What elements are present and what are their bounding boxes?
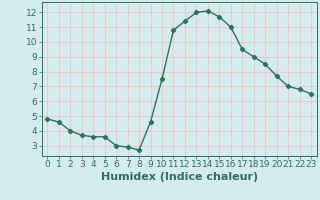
X-axis label: Humidex (Indice chaleur): Humidex (Indice chaleur)	[100, 172, 258, 182]
